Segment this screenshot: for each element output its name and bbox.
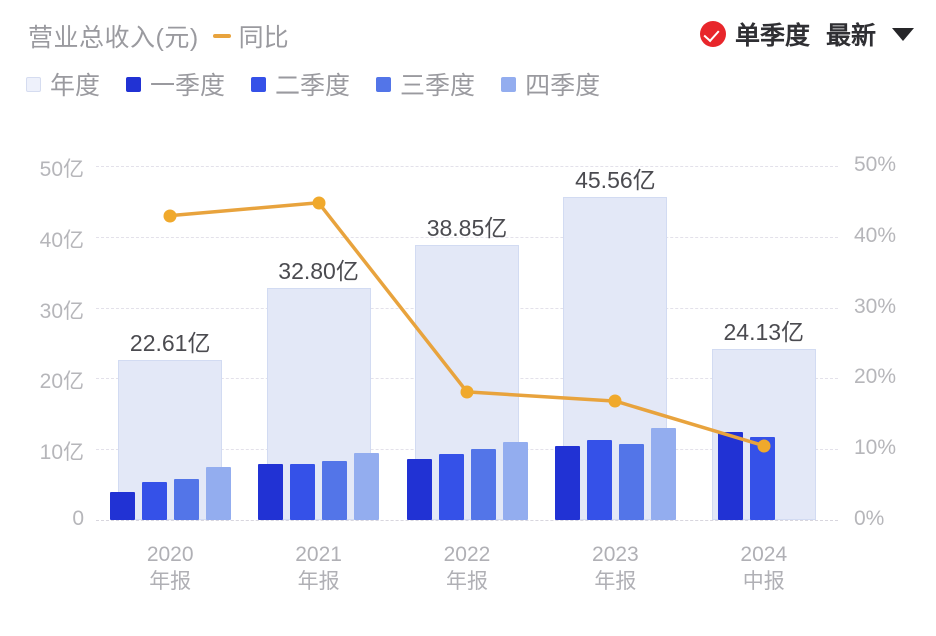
y-axis-tick-label: 30亿 [39,299,84,323]
legend-swatch-q4-icon [501,76,517,92]
x-axis-tick-group: 2022 年报 [393,542,541,596]
legend-swatch-q2-icon [251,76,267,92]
series-legend: 年度 一季度 二季度 三季度 四季度 [26,66,600,102]
x-axis-tick-label: 2021 [295,543,342,566]
legend-item-q1[interactable]: 一季度 [126,66,225,102]
y-axis-tick-label: 20亿 [39,370,84,394]
yoy-legend-label: 同比 [238,24,289,52]
quarter-bar[interactable] [717,432,743,520]
quarter-bar[interactable] [502,442,528,520]
x-axis-tick-label: 2024 [740,543,788,566]
quarter-bar[interactable] [109,492,135,520]
header-title-row: 营业总收入(元) 同比 [28,18,289,54]
legend-label-q4: 四季度 [525,72,601,100]
legend-swatch-q3-icon [376,76,392,92]
quarter-bar[interactable] [749,437,775,520]
quarter-bar[interactable] [554,445,580,520]
x-axis-tick-label: 2022 [443,543,491,566]
quarter-bar[interactable] [618,443,644,520]
legend-label-annual: 年度 [50,72,101,100]
x-axis-tick-group: 2021 年报 [244,542,392,596]
bar-value-label: 32.80亿 [278,257,359,284]
legend-label-q2: 二季度 [275,72,351,100]
single-quarter-toggle[interactable]: 单季度 [699,16,810,52]
x-axis-tick-label: 年报 [594,569,637,593]
quarter-bar[interactable] [141,482,167,520]
x-axis-tick-group: 2020 年报 [96,542,244,596]
chevron-down-icon[interactable] [892,27,914,41]
y-axis-tick-label: 40亿 [39,228,84,252]
x-axis-tick-label: 2020 [146,543,194,566]
legend-item-q4[interactable]: 四季度 [501,66,600,102]
x-axis-tick-label: 年报 [149,569,192,593]
legend-swatch-q1-icon [126,76,142,92]
bar-value-label: 22.61亿 [129,329,211,356]
chart-header: 营业总收入(元) 同比 单季度 最新 年度 一季度 [0,0,936,118]
bar-value-label: 38.85亿 [426,214,508,241]
legend-item-annual[interactable]: 年度 [26,66,100,102]
quarter-bar[interactable] [586,440,612,520]
single-quarter-label: 单季度 [734,22,810,50]
quarter-bar[interactable] [438,454,464,520]
page-title: 营业总收入(元) [28,24,199,52]
y2-axis-tick-label: 20% [854,365,897,389]
y-axis-tick-label: 50亿 [39,158,84,181]
y2-axis-tick-label: 40% [854,223,897,247]
x-axis-tick-group: 2024 中报 [690,542,838,596]
legend-label-q3: 三季度 [400,72,476,100]
y2-axis-tick-label: 0% [854,507,885,530]
y-axis-tick-label: 10亿 [39,441,84,465]
bar-value-label: 24.13亿 [723,319,805,346]
legend-item-q2[interactable]: 二季度 [251,66,350,102]
legend-label-q1: 一季度 [150,72,226,100]
y2-axis-tick-label: 30% [854,294,897,318]
x-axis-tick-group: 2023 年报 [541,542,689,596]
check-circle-icon [699,21,726,47]
y-axis-tick-label: 0 [72,507,84,530]
yoy-legend-entry: 同比 [212,18,289,54]
x-axis-baseline [96,520,838,521]
sort-latest-label[interactable]: 最新 [825,22,876,50]
y2-axis-tick-label: 10% [854,436,897,460]
quarter-bar[interactable] [470,449,496,520]
gridline [96,166,838,167]
x-axis-tick-label: 2023 [592,543,639,566]
quarter-bar[interactable] [354,453,380,520]
x-axis-tick-label: 年报 [297,569,340,593]
quarter-bar[interactable] [322,461,348,520]
quarter-bar[interactable] [205,466,231,520]
y2-axis-tick-label: 50% [854,153,897,176]
quarter-bar[interactable] [406,459,432,520]
x-axis-tick-label: 年报 [445,569,488,593]
quarter-bar[interactable] [173,478,199,520]
quarter-bar[interactable] [258,464,284,520]
quarter-bar[interactable] [650,427,676,520]
header-controls: 单季度 最新 [699,16,914,52]
quarter-bar[interactable] [290,464,316,520]
yoy-line-swatch-icon [212,34,231,38]
bar-value-label: 45.56亿 [575,167,656,194]
legend-swatch-annual-icon [26,76,41,92]
legend-item-q3[interactable]: 三季度 [376,66,475,102]
x-axis-tick-label: 中报 [742,569,785,593]
